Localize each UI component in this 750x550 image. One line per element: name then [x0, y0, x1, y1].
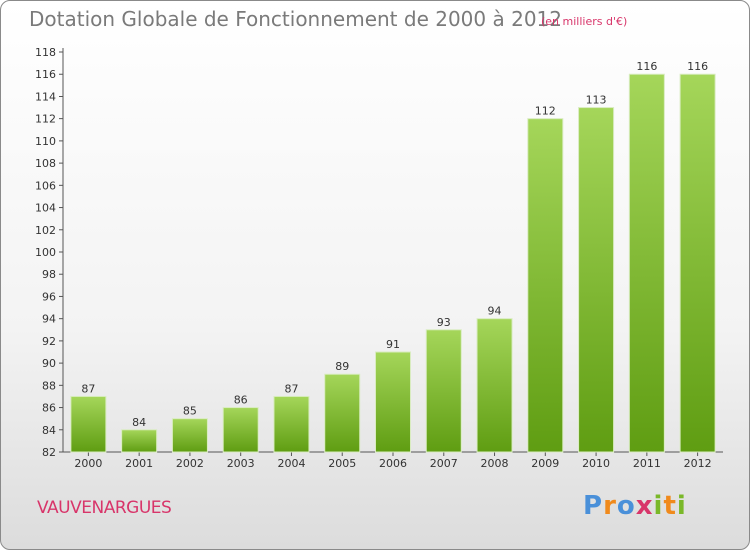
data-label: 91: [386, 338, 400, 351]
axes: 82 84 86 88 90 92 94 96 98 100 102 104 106 108 110 112 1…: [35, 46, 723, 470]
proxiti-logo[interactable]: Proxiti: [583, 491, 687, 521]
logo-letter: i: [653, 491, 664, 521]
y-tick-label: 108: [35, 157, 56, 170]
y-tick-label: 88: [42, 379, 56, 392]
data-label: 87: [284, 382, 298, 395]
data-label: 113: [586, 94, 607, 107]
bars: [70, 73, 716, 453]
data-label: 112: [535, 105, 556, 118]
bar-2005: [324, 373, 361, 453]
data-label: 89: [335, 360, 349, 373]
bar-2006: [375, 351, 411, 453]
x-tick-label: 2001: [125, 457, 153, 470]
logo-letter: P: [583, 491, 604, 521]
x-tick-label: 2007: [430, 457, 458, 470]
bar-2007: [425, 329, 462, 453]
y-tick-label: 116: [35, 68, 56, 81]
logo-letter: o: [616, 491, 636, 521]
x-tick-label: 2002: [176, 457, 204, 470]
y-tick-label: 114: [35, 90, 56, 103]
x-tick-label: 2004: [277, 457, 305, 470]
bar-2001: [121, 429, 158, 453]
data-label: 84: [132, 416, 146, 429]
y-tick-label: 90: [42, 357, 56, 370]
data-labels: 87 84 85 86 87 89 91 93 94 112 113 116 116: [81, 60, 708, 429]
y-tick-label: 112: [35, 113, 56, 126]
logo-letter: i: [676, 491, 687, 521]
data-label: 87: [81, 382, 95, 395]
y-tick-label: 96: [42, 290, 56, 303]
data-label: 85: [183, 405, 197, 418]
y-tick-label: 86: [42, 402, 56, 415]
x-tick-label: 2005: [328, 457, 356, 470]
logo-letter: t: [663, 491, 677, 521]
y-tick-label: 100: [35, 246, 56, 259]
bar-2004: [273, 395, 310, 453]
y-tick-label: 94: [42, 313, 56, 326]
data-label: 86: [234, 394, 248, 407]
bar-2011: [628, 73, 665, 453]
bar-2003: [222, 407, 259, 453]
y-tick-label: 104: [35, 202, 56, 215]
x-tick-label: 2008: [481, 457, 509, 470]
x-tick-label: 2011: [633, 457, 661, 470]
bar-2010: [578, 107, 615, 453]
y-tick-label: 82: [42, 446, 56, 459]
bar-2008: [476, 318, 513, 453]
bar-2002: [171, 418, 208, 453]
x-tick-label: 2012: [684, 457, 712, 470]
data-label: 116: [687, 60, 708, 73]
chart-subtitle: (en milliers d'€): [541, 15, 628, 28]
data-label: 116: [636, 60, 657, 73]
y-tick-label: 110: [35, 135, 56, 148]
x-tick-label: 2009: [531, 457, 559, 470]
y-tick-label: 118: [35, 46, 56, 59]
logo-letter: x: [635, 491, 654, 521]
chart-title: Dotation Globale de Fonctionnement de 20…: [29, 7, 562, 31]
bar-2009: [527, 118, 564, 453]
y-tick-label: 106: [35, 179, 56, 192]
y-tick-label: 92: [42, 335, 56, 348]
y-tick-label: 98: [42, 268, 56, 281]
x-tick-label: 2010: [582, 457, 610, 470]
bar-2012: [679, 73, 716, 453]
commune-name: VAUVENARGUES: [37, 498, 172, 518]
data-label: 94: [488, 305, 502, 318]
x-tick-label: 2000: [74, 457, 102, 470]
y-tick-label: 84: [42, 424, 56, 437]
logo-letter: r: [603, 491, 617, 521]
x-tick-label: 2003: [227, 457, 255, 470]
x-tick-label: 2006: [379, 457, 407, 470]
y-tick-label: 102: [35, 224, 56, 237]
bar-2000: [70, 395, 107, 453]
data-label: 93: [437, 316, 451, 329]
